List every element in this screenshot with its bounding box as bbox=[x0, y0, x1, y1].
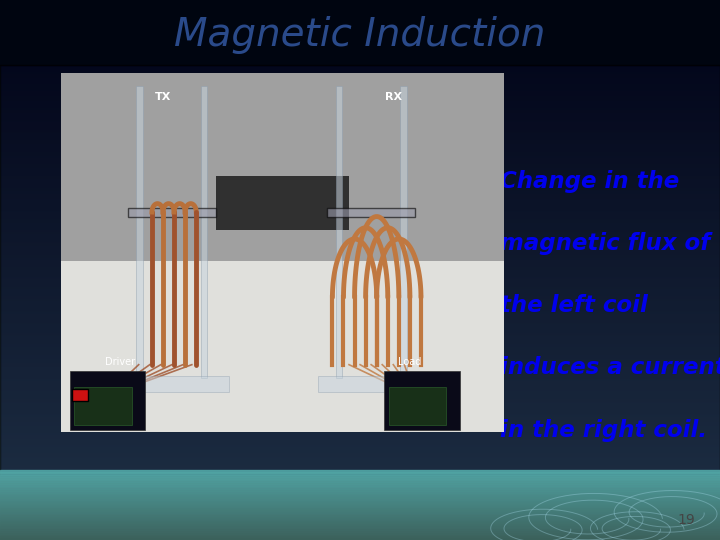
FancyBboxPatch shape bbox=[400, 86, 407, 378]
Bar bbox=[0, 498, 720, 500]
Text: Driver: Driver bbox=[106, 356, 135, 367]
FancyBboxPatch shape bbox=[127, 208, 216, 217]
Bar bbox=[0, 524, 720, 526]
Text: Load: Load bbox=[397, 356, 421, 367]
FancyBboxPatch shape bbox=[70, 372, 145, 430]
FancyBboxPatch shape bbox=[72, 389, 88, 401]
FancyBboxPatch shape bbox=[61, 73, 504, 261]
Text: TX: TX bbox=[155, 92, 171, 102]
Bar bbox=[0, 470, 720, 471]
Bar bbox=[0, 495, 720, 496]
Bar bbox=[0, 509, 720, 510]
FancyBboxPatch shape bbox=[201, 86, 207, 378]
Bar bbox=[0, 475, 720, 477]
Bar bbox=[0, 481, 720, 482]
Bar bbox=[0, 496, 720, 498]
Bar bbox=[0, 482, 720, 484]
Text: 19: 19 bbox=[677, 512, 695, 526]
Text: the left coil: the left coil bbox=[500, 294, 648, 318]
Bar bbox=[0, 473, 720, 475]
Bar bbox=[0, 501, 720, 503]
FancyBboxPatch shape bbox=[318, 376, 428, 392]
Bar bbox=[0, 514, 720, 515]
Bar bbox=[0, 529, 720, 531]
Bar bbox=[0, 515, 720, 517]
Bar bbox=[0, 500, 720, 501]
Text: in the right coil.: in the right coil. bbox=[500, 418, 708, 442]
Bar bbox=[0, 537, 720, 538]
Bar bbox=[0, 478, 720, 481]
Text: Magnetic Induction: Magnetic Induction bbox=[174, 16, 546, 54]
Text: induces a current: induces a current bbox=[500, 356, 720, 380]
FancyBboxPatch shape bbox=[61, 261, 504, 432]
Bar bbox=[0, 519, 720, 521]
Bar bbox=[0, 528, 720, 529]
Bar bbox=[0, 484, 720, 485]
Bar bbox=[0, 523, 720, 524]
Bar bbox=[0, 505, 720, 507]
Bar bbox=[0, 507, 720, 509]
Bar bbox=[0, 477, 720, 478]
Bar bbox=[0, 535, 720, 537]
Text: Change in the: Change in the bbox=[500, 170, 680, 193]
Bar bbox=[0, 510, 720, 512]
Bar bbox=[0, 517, 720, 519]
Text: magnetic flux of: magnetic flux of bbox=[500, 232, 711, 255]
Text: RX: RX bbox=[384, 92, 402, 102]
FancyBboxPatch shape bbox=[336, 86, 343, 378]
Bar bbox=[0, 538, 720, 540]
Bar bbox=[0, 487, 720, 489]
Bar bbox=[0, 521, 720, 523]
Bar bbox=[0, 531, 720, 533]
Bar bbox=[0, 0, 720, 65]
Bar bbox=[0, 533, 720, 535]
Bar bbox=[0, 526, 720, 528]
FancyBboxPatch shape bbox=[216, 176, 349, 230]
FancyBboxPatch shape bbox=[389, 387, 446, 426]
FancyBboxPatch shape bbox=[327, 208, 415, 217]
FancyBboxPatch shape bbox=[74, 387, 132, 426]
FancyBboxPatch shape bbox=[384, 372, 459, 430]
Bar bbox=[0, 492, 720, 495]
Bar bbox=[0, 485, 720, 487]
Bar bbox=[0, 491, 720, 492]
Bar bbox=[0, 489, 720, 491]
Bar bbox=[0, 512, 720, 514]
FancyBboxPatch shape bbox=[0, 65, 720, 475]
FancyBboxPatch shape bbox=[137, 86, 143, 378]
FancyBboxPatch shape bbox=[119, 376, 230, 392]
Bar bbox=[0, 503, 720, 505]
Bar bbox=[0, 471, 720, 473]
